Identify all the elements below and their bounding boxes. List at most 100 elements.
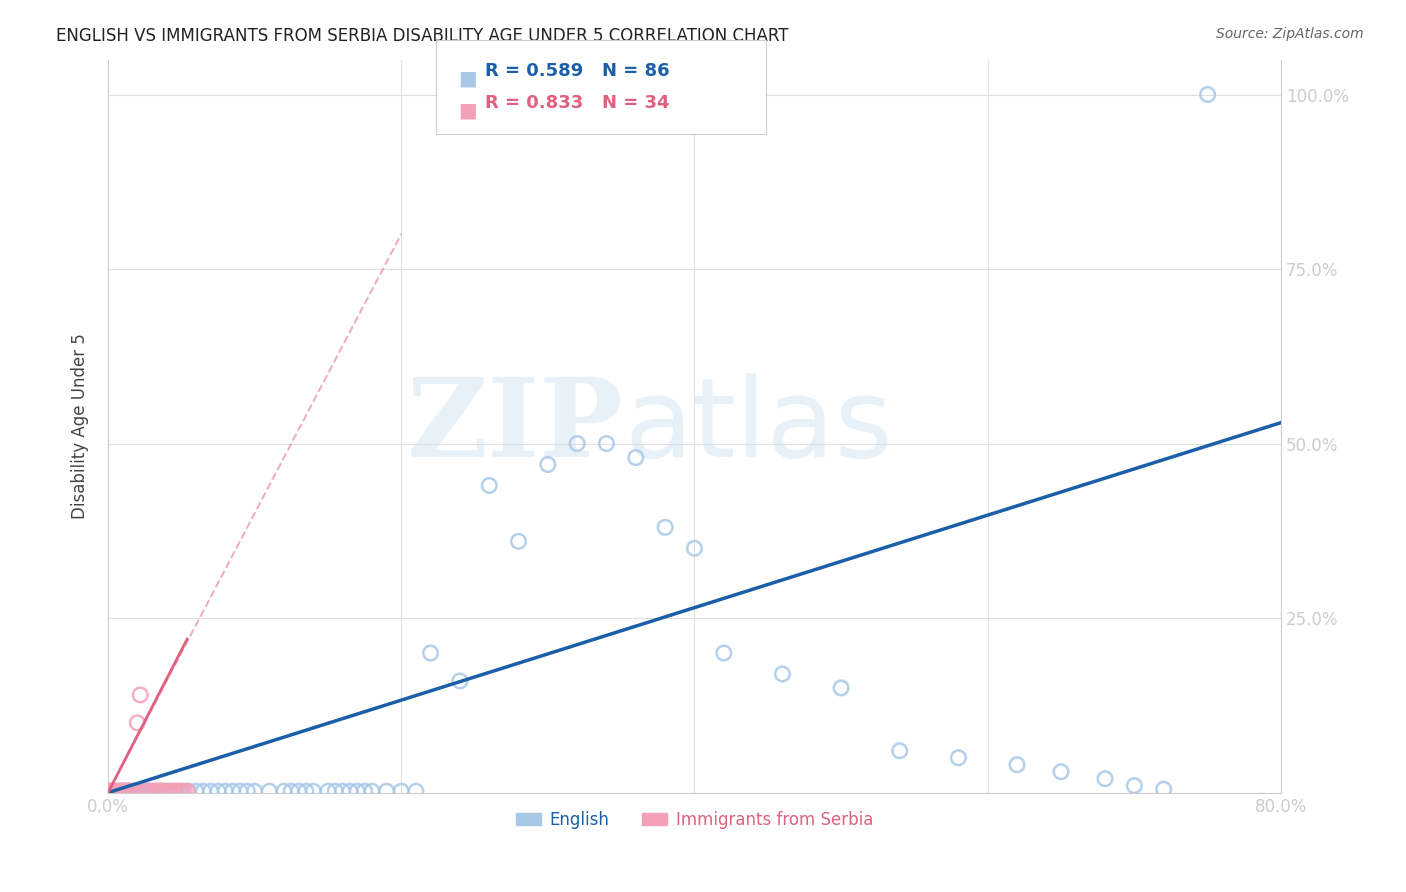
Point — [165, 784, 187, 798]
Point — [129, 688, 152, 702]
Point — [117, 784, 139, 798]
Point — [1050, 764, 1073, 779]
Point — [111, 784, 134, 798]
Point — [295, 784, 318, 798]
Point — [167, 784, 190, 798]
Point — [103, 784, 125, 798]
Point — [389, 784, 412, 798]
Point — [419, 646, 441, 660]
Point — [129, 784, 152, 798]
Point — [125, 784, 148, 798]
Point — [207, 784, 229, 798]
Point — [138, 784, 160, 798]
Point — [143, 784, 166, 798]
Point — [375, 784, 398, 798]
Point — [1153, 782, 1175, 797]
Point — [167, 784, 190, 798]
Point — [107, 784, 129, 798]
Point — [110, 784, 132, 798]
Point — [243, 784, 266, 798]
Point — [170, 784, 193, 798]
Point — [127, 715, 149, 730]
Point — [132, 784, 155, 798]
Point — [136, 784, 159, 798]
Point — [353, 784, 375, 798]
Point — [124, 784, 146, 798]
Point — [108, 784, 131, 798]
Point — [339, 784, 361, 798]
Point — [1197, 87, 1219, 102]
Point — [131, 784, 153, 798]
Point — [138, 784, 160, 798]
Point — [537, 458, 560, 472]
Point — [134, 784, 156, 798]
Point — [115, 784, 138, 798]
Point — [118, 784, 141, 798]
Point — [112, 784, 135, 798]
Point — [104, 784, 127, 798]
Point — [184, 784, 207, 798]
Point — [280, 784, 302, 798]
Point — [273, 784, 295, 798]
Point — [101, 784, 124, 798]
Point — [259, 784, 281, 798]
Point — [165, 784, 187, 798]
Point — [1094, 772, 1116, 786]
Point — [162, 784, 184, 798]
Text: ▪: ▪ — [457, 64, 478, 94]
Point — [101, 784, 124, 798]
Point — [595, 436, 617, 450]
Point — [143, 784, 166, 798]
Point — [156, 784, 179, 798]
Point — [112, 784, 135, 798]
Point — [132, 784, 155, 798]
Point — [200, 784, 222, 798]
Point — [508, 534, 530, 549]
Point — [176, 784, 198, 798]
Point — [124, 784, 146, 798]
Text: atlas: atlas — [624, 373, 893, 480]
Point — [214, 784, 236, 798]
Point — [117, 784, 139, 798]
Point — [128, 784, 150, 798]
Text: ZIP: ZIP — [408, 373, 624, 480]
Point — [98, 784, 121, 798]
Point — [316, 784, 339, 798]
Point — [772, 667, 794, 681]
Point — [332, 784, 354, 798]
Point — [115, 784, 138, 798]
Point — [111, 784, 134, 798]
Point — [361, 784, 384, 798]
Point — [170, 784, 193, 798]
Text: ENGLISH VS IMMIGRANTS FROM SERBIA DISABILITY AGE UNDER 5 CORRELATION CHART: ENGLISH VS IMMIGRANTS FROM SERBIA DISABI… — [56, 27, 789, 45]
Point — [110, 784, 132, 798]
Text: R = 0.833   N = 34: R = 0.833 N = 34 — [485, 94, 669, 112]
Point — [114, 784, 136, 798]
Point — [624, 450, 647, 465]
Point — [346, 784, 368, 798]
Point — [100, 784, 122, 798]
Point — [149, 784, 172, 798]
Text: R = 0.589   N = 86: R = 0.589 N = 86 — [485, 62, 669, 79]
Point — [193, 784, 215, 798]
Point — [449, 673, 471, 688]
Point — [221, 784, 243, 798]
Point — [146, 784, 169, 798]
Point — [323, 784, 346, 798]
Point — [141, 784, 163, 798]
Point — [229, 784, 252, 798]
Point — [889, 744, 911, 758]
Point — [654, 520, 676, 534]
Point — [713, 646, 735, 660]
Point — [156, 784, 179, 798]
Point — [135, 784, 157, 798]
Point — [159, 784, 181, 798]
Legend: English, Immigrants from Serbia: English, Immigrants from Serbia — [509, 805, 880, 836]
Point — [135, 784, 157, 798]
Point — [1005, 757, 1028, 772]
Point — [1123, 779, 1146, 793]
Point — [141, 784, 163, 798]
Point — [683, 541, 706, 556]
Point — [478, 478, 501, 492]
Point — [173, 784, 195, 798]
